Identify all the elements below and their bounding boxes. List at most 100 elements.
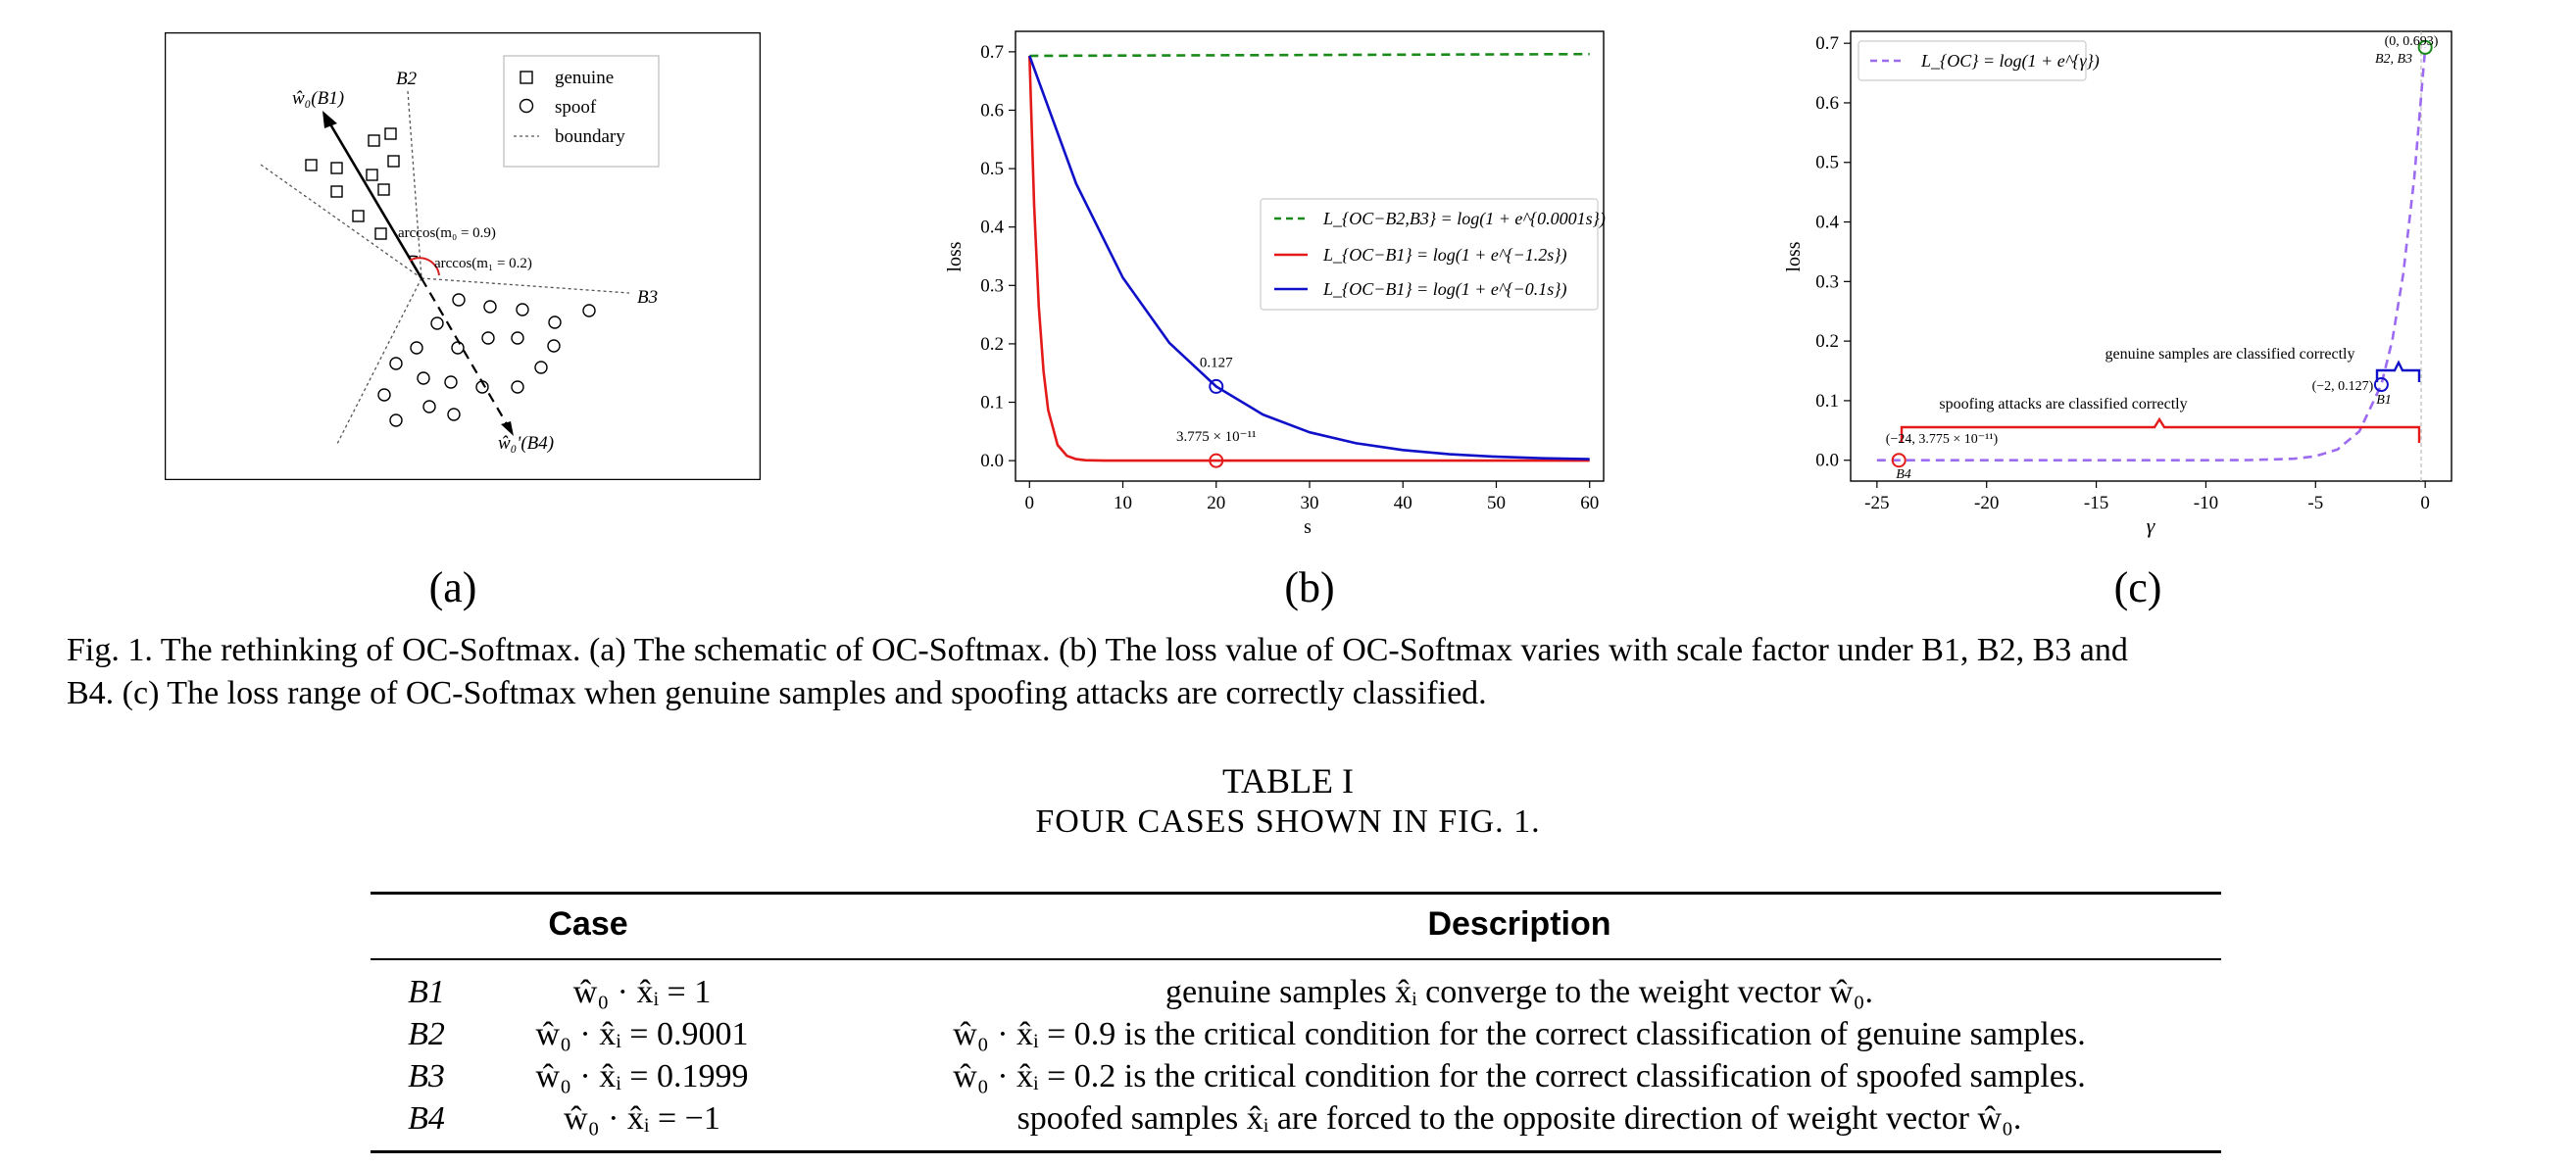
plot-b-legend-b2b3: L_{OC−B2,B3} = log(1 + e^{0.0001s}) <box>1322 209 1606 229</box>
plot-c-ylabel: loss <box>1783 241 1805 271</box>
plot-c-xtick-label: -25 <box>1864 493 1889 513</box>
plot-c-ytick-label: 0.2 <box>1815 331 1839 352</box>
caption-line-2: B4. (c) The loss range of OC-Softmax whe… <box>67 675 1487 711</box>
plot-b-ytick-label: 0.1 <box>980 393 1004 413</box>
plot-b-marker-label-2: 3.775 × 10⁻¹¹ <box>1176 429 1257 445</box>
table-header-rule <box>371 958 2221 960</box>
plot-b-marker-2 <box>1209 453 1224 468</box>
table-row-3-description: ŵ₀ · x̂ᵢ = 0.2 is the critical condition… <box>953 1058 2086 1094</box>
plot-c-series-1 <box>1876 47 2427 462</box>
table-header-case: Case <box>548 905 628 943</box>
figure-caption: Fig. 1. The rethinking of OC-Softmax. (a… <box>67 629 2517 715</box>
plot-b-xtick-label: 0 <box>1025 493 1035 513</box>
point-top-label: (0, 0.693) <box>2385 34 2439 49</box>
plot-b-series-2 <box>1028 55 1590 462</box>
panel-a-schematic: genuine spoof boundary ŵ₀(B1) B2 B3 ŵ₀'(… <box>165 32 761 480</box>
subfigure-label-b: (b) <box>1284 563 1335 611</box>
plot-c-ytick-label: 0.7 <box>1815 33 1839 54</box>
plot-b-marker-1 <box>1209 378 1224 394</box>
plot-b-xtick-label: 20 <box>1207 493 1225 513</box>
table-row-2-case: B2 <box>408 1016 445 1052</box>
legend-spoof-marker <box>519 98 534 114</box>
spoof-samples <box>377 293 596 427</box>
plot-c-ytick-label: 0.0 <box>1815 451 1839 471</box>
plot-b-xtick-label: 30 <box>1301 493 1319 513</box>
w-b4-label: ŵ₀'(B4) <box>498 433 554 454</box>
table-top-rule <box>371 892 2221 895</box>
plot-c-marker-1 <box>2417 39 2433 55</box>
table-row-4-description: spoofed samples x̂ᵢ are forced to the op… <box>1016 1100 2022 1137</box>
plot-c-xtick-label: -5 <box>2307 493 2323 513</box>
table-row-3-condition: ŵ₀ · x̂ᵢ = 0.1999 <box>535 1058 749 1094</box>
plot-b-legend-b1-blue: L_{OC−B1} = log(1 + e^{−0.1s}) <box>1322 279 1566 300</box>
plot-c-frame <box>1850 30 2452 482</box>
plot-c-ytick-label: 0.5 <box>1815 153 1839 173</box>
arc-m1 <box>409 257 440 276</box>
plot-c-ytick-label: 0.4 <box>1815 213 1839 233</box>
plot-c-legend: L_{OC} = log(1 + e^{γ}) <box>1858 40 2100 81</box>
plot-b-xtick-label: 60 <box>1580 493 1599 513</box>
point-mid-label: (−2, 0.127) <box>2312 379 2374 394</box>
arc-m0 <box>407 255 419 258</box>
plot-b-ytick-label: 0.6 <box>980 100 1004 121</box>
legend-spoof-label: spoof <box>555 97 597 118</box>
plot-c-ytick-label: 0.3 <box>1815 271 1839 292</box>
plot-b-marker-label-1: 0.127 <box>1200 355 1233 370</box>
table-row-4-condition: ŵ₀ · x̂ᵢ = −1 <box>564 1100 720 1137</box>
plot-c-xtick-label: 0 <box>2420 493 2430 513</box>
panel-c-loss-vs-gamma: -25 -20 -15 -10 -5 00.00.10.20.30.40.50.60.7 … <box>1783 30 2452 538</box>
subfigure-label-c: (c) <box>2113 563 2162 611</box>
caption-line-1: Fig. 1. The rethinking of OC-Softmax. (a… <box>67 632 2128 668</box>
table-row-3-case: B3 <box>408 1058 445 1094</box>
plot-b-ytick-label: 0.3 <box>980 275 1004 296</box>
spoof-annotation: spoofing attacks are classified correctl… <box>1939 396 2187 413</box>
boundary-lines <box>260 90 630 445</box>
plot-c-xlabel: γ <box>2147 513 2156 538</box>
plot-c-ytick-label: 0.1 <box>1815 391 1839 412</box>
b3-label: B3 <box>637 287 658 308</box>
panel-b-loss-vs-scale: 0 10 20 30 40 50 60 0.0 0.1 0.2 0.3 0.4 0.5 0.6 0.7 0.… <box>944 30 1606 538</box>
plot-b-xtick-label: 50 <box>1487 493 1506 513</box>
plot-c-legend-label: L_{OC} = log(1 + e^{γ}) <box>1920 51 2100 72</box>
table-row-1-description: genuine samples x̂ᵢ converge to the weig… <box>1164 974 1874 1010</box>
plot-b-xtick-label: 10 <box>1114 493 1132 513</box>
table-row-4-case: B4 <box>408 1100 445 1137</box>
subfigure-label-a: (a) <box>428 563 477 611</box>
point-low-sublabel: B4 <box>1896 467 1911 482</box>
table-subtitle: FOUR CASES SHOWN IN FIG. 1. <box>1035 803 1541 840</box>
legend-genuine-label: genuine <box>555 68 614 88</box>
w-b1-label: ŵ₀(B1) <box>292 88 344 109</box>
plot-b-legend: L_{OC−B2,B3} = log(1 + e^{0.0001s}) L_{O… <box>1260 198 1606 311</box>
plot-c-xtick-label: -15 <box>2084 493 2108 513</box>
point-mid-sublabel: B1 <box>2376 393 2392 408</box>
plot-b-ytick-label: 0.5 <box>980 159 1004 179</box>
table-bottom-rule <box>371 1150 2221 1153</box>
table-title: TABLE I <box>1221 761 1355 801</box>
plot-b-ytick-label: 0.0 <box>980 451 1004 471</box>
w0-b1-vector <box>324 117 423 279</box>
spoof-brace <box>1900 416 2421 443</box>
table-header-description: Description <box>1427 905 1611 943</box>
table-row-2-description: ŵ₀ · x̂ᵢ = 0.9 is the critical condition… <box>953 1016 2086 1052</box>
b2-label: B2 <box>396 69 418 89</box>
plot-c-marker-2 <box>2373 377 2389 393</box>
plot-b-xtick-label: 40 <box>1394 493 1412 513</box>
plot-b-series-1 <box>1029 52 1590 58</box>
w0-b4-arrowhead <box>501 421 514 436</box>
arc-m0-label: arccos(m₀ = 0.9) <box>398 225 496 241</box>
point-low-label: (−24, 3.775 × 10⁻¹¹) <box>1886 432 1999 447</box>
plot-b-xlabel: s <box>1304 516 1312 538</box>
plot-b-series-3 <box>1028 55 1590 461</box>
w0-b1-arrowhead <box>322 111 337 128</box>
legend-genuine-marker <box>520 71 533 84</box>
table-row-1-condition: ŵ₀ · x̂ᵢ = 1 <box>572 974 712 1010</box>
table-row-2-condition: ŵ₀ · x̂ᵢ = 0.9001 <box>535 1016 749 1052</box>
legend-boundary-label: boundary <box>555 126 625 147</box>
plot-b-ytick-label: 0.7 <box>980 42 1004 63</box>
plot-b-ylabel: loss <box>944 241 966 271</box>
plot-b-ytick-label: 0.2 <box>980 334 1004 355</box>
plot-b-legend-b1-red: L_{OC−B1} = log(1 + e^{−1.2s}) <box>1322 245 1566 266</box>
plot-c-ytick-label: 0.6 <box>1815 93 1839 114</box>
plot-b-ytick-label: 0.4 <box>980 218 1004 238</box>
plot-c-xtick-label: -10 <box>2194 493 2218 513</box>
